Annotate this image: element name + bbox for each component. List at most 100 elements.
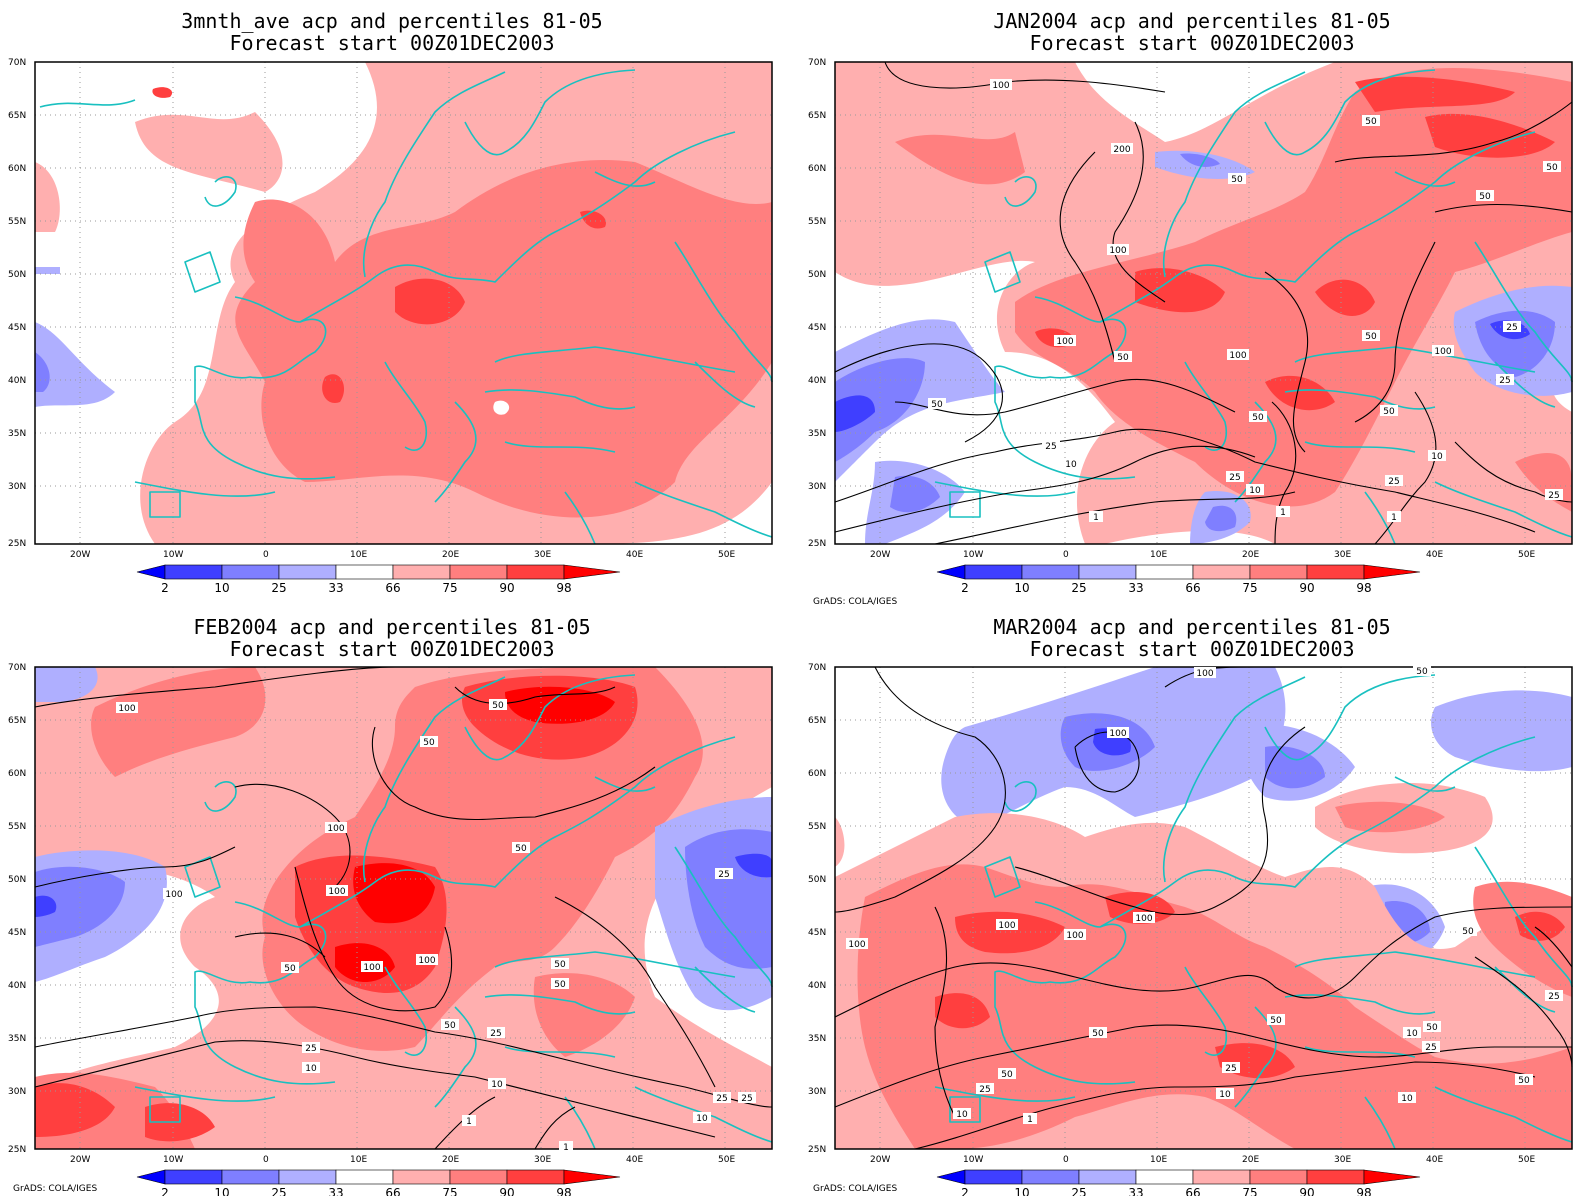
lon-label: 30E — [1334, 1155, 1351, 1165]
contour-label: 10 — [1216, 1088, 1234, 1100]
lat-label: 40N — [808, 981, 826, 991]
svg-text:50: 50 — [1092, 1029, 1104, 1039]
lat-label: 65N — [8, 716, 26, 726]
panel-title-line1: JAN2004 acp and percentiles 81-05 — [993, 9, 1390, 33]
lat-label: 70N — [8, 663, 26, 673]
contour-label: 25 — [1385, 475, 1403, 487]
map-frame — [834, 61, 1573, 545]
panel-title-line2: Forecast start 00Z01DEC2003 — [229, 31, 554, 55]
contour-label: 25 — [1222, 1062, 1240, 1074]
lat-label: 50N — [8, 875, 26, 885]
contour-label: 100 — [1107, 727, 1129, 739]
colorbar-swatch — [1249, 564, 1308, 580]
colorbar-tick-label: 90 — [499, 1186, 514, 1196]
colorbar-tick-label: 66 — [385, 581, 400, 595]
svg-text:100: 100 — [327, 824, 344, 834]
colorbar-swatch — [964, 1169, 1023, 1185]
colorbar-tick-label: 90 — [1299, 581, 1314, 595]
lat-label: 35N — [8, 429, 26, 439]
contour-label: 50 — [928, 398, 946, 410]
grads-credit: GrADS: COLA/IGES — [13, 1184, 97, 1194]
contour-label: 100 — [1227, 349, 1249, 361]
colorbar-tick-label: 25 — [1071, 1186, 1086, 1196]
svg-text:50: 50 — [1270, 1016, 1282, 1026]
lon-label: 10E — [1150, 550, 1167, 560]
contour-label: 100 — [326, 885, 348, 897]
lon-label: 50E — [718, 550, 735, 560]
lat-axis-labels: 70N 65N 60N 55N 50N 45N 40N 35N 30N 25N — [808, 663, 826, 1155]
contour-label: 100 — [1064, 929, 1086, 941]
lat-label: 60N — [8, 164, 26, 174]
colorbar-swatch — [278, 1169, 337, 1185]
lat-label: 25N — [8, 539, 26, 549]
svg-text:50: 50 — [931, 400, 943, 410]
contour-label: 25 — [302, 1042, 320, 1054]
lon-label: 10W — [963, 1155, 983, 1165]
svg-text:50: 50 — [1365, 332, 1377, 342]
svg-text:25: 25 — [1425, 1043, 1436, 1053]
colorbar-tick-label: 25 — [1071, 581, 1086, 595]
contour-label: 25 — [738, 1092, 756, 1104]
svg-text:50: 50 — [284, 964, 296, 974]
contour-label: 25 — [1545, 489, 1563, 501]
contour-label: 10 — [488, 1078, 506, 1090]
contour-label: 1 — [1276, 506, 1290, 518]
contour-label: 10 — [1062, 458, 1080, 470]
colorbar-tick-label: 25 — [271, 581, 286, 595]
svg-text:100: 100 — [328, 887, 345, 897]
panel-title-line1: 3mnth_ave acp and percentiles 81-05 — [181, 9, 602, 33]
contour-label: 50 — [1089, 1027, 1107, 1039]
map-grid — [35, 667, 772, 1149]
lat-label: 55N — [8, 822, 26, 832]
lat-label: 35N — [8, 1034, 26, 1044]
lat-label: 70N — [808, 663, 826, 673]
colorbar-tick-label: 2 — [961, 1186, 969, 1196]
colorbar-tick-label: 75 — [1242, 581, 1257, 595]
lon-label: 20W — [870, 550, 890, 560]
contour-label: 100 — [1107, 244, 1129, 256]
svg-text:25: 25 — [1225, 1064, 1236, 1074]
lon-label: 10W — [163, 1155, 183, 1165]
lat-label: 40N — [8, 376, 26, 386]
svg-text:25: 25 — [979, 1085, 990, 1095]
contour-label: 50 — [1249, 411, 1267, 423]
lat-label: 60N — [808, 164, 826, 174]
contour-label: 100 — [416, 954, 438, 966]
svg-text:50: 50 — [1117, 353, 1129, 363]
contour-value-labels: 100 200 50 100 50 100 50 100 100 50 25 5… — [928, 79, 1563, 523]
svg-text:10: 10 — [1406, 1029, 1418, 1039]
colorbar-swatch — [449, 1169, 508, 1185]
contour-label: 100 — [1133, 912, 1155, 924]
colorbar-tick-label: 75 — [442, 581, 457, 595]
lat-label: 45N — [808, 928, 826, 938]
colorbar-arrow-high — [563, 1169, 621, 1185]
lat-label: 50N — [8, 270, 26, 280]
svg-text:100: 100 — [1066, 931, 1083, 941]
lat-label: 30N — [8, 1087, 26, 1097]
map-grid — [835, 667, 1572, 1149]
colorbar-swatch — [164, 1169, 223, 1185]
contour-label: 10 — [1403, 1027, 1421, 1039]
coastlines — [934, 674, 1573, 1150]
svg-text:1: 1 — [1093, 513, 1099, 523]
colorbar-tick-label: 33 — [328, 581, 343, 595]
colorbar-swatch — [1078, 564, 1137, 580]
colorbar-swatch — [1021, 564, 1080, 580]
lon-label: 50E — [1518, 550, 1535, 560]
coastlines — [134, 674, 773, 1150]
panel-title-line2: Forecast start 00Z01DEC2003 — [1029, 637, 1354, 661]
map-frame — [834, 666, 1573, 1150]
colorbar-swatch — [506, 564, 565, 580]
svg-text:50: 50 — [515, 844, 527, 854]
contour-label: 50 — [1459, 925, 1477, 937]
contour-label: 100 — [846, 938, 868, 950]
contour-label: 50 — [420, 736, 438, 748]
colorbar: 2 10 25 33 66 75 90 98 — [136, 564, 621, 595]
coastlines — [934, 69, 1573, 545]
colorbar-tick-label: 66 — [385, 1186, 400, 1196]
lon-label: 10E — [1150, 1155, 1167, 1165]
lat-label: 35N — [808, 1034, 826, 1044]
lat-axis-labels: 70N 65N 60N 55N 50N 45N 40N 35N 30N 25N — [8, 663, 26, 1155]
contour-label: 10 — [1246, 484, 1264, 496]
